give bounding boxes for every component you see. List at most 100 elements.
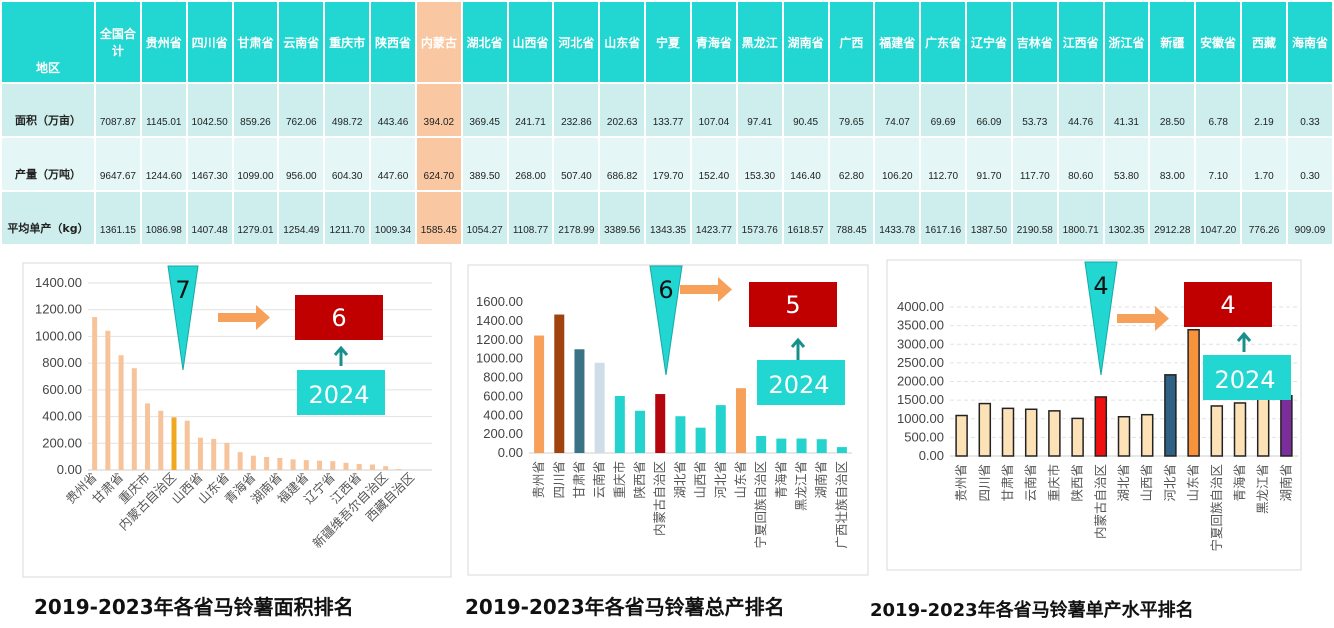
bar <box>250 455 256 470</box>
bar <box>816 439 827 453</box>
table-cell: 788.45 <box>829 192 874 244</box>
y-tick-label: 1400.00 <box>35 275 82 290</box>
table-cell: 1343.35 <box>646 192 690 244</box>
bar <box>1233 402 1247 457</box>
bar <box>369 464 375 470</box>
x-tick-label: 河北省 <box>1162 464 1177 502</box>
bar <box>356 464 362 470</box>
y-tick-label: 800.00 <box>42 355 82 370</box>
x-tick-label: 湖南省 <box>814 461 829 499</box>
table-cell: 686.82 <box>600 138 645 190</box>
bar <box>796 438 807 453</box>
table-cell: 9647.67 <box>96 138 140 190</box>
table-cell: 1042.50 <box>187 84 232 136</box>
table-cell: 146.40 <box>783 138 828 190</box>
column-header: 宁夏 <box>646 2 690 82</box>
table-cell: 447.60 <box>371 138 415 190</box>
x-tick-label: 甘肃省 <box>571 461 586 499</box>
table-cell: 1279.01 <box>233 192 278 244</box>
x-tick-label: 宁夏回族自治区 <box>753 461 768 549</box>
column-header: 广西 <box>829 2 874 82</box>
table-cell: 1302.35 <box>1104 192 1149 244</box>
column-header: 浙江省 <box>1104 2 1149 82</box>
yield-ranking-chart: 0.00 500.00 1000.00 1500.00 2000.00 2500.00 30… <box>886 259 1302 571</box>
table-cell: 762.06 <box>279 84 324 136</box>
y-tick-label: 400.00 <box>42 409 82 424</box>
rank-2024: 4 <box>1220 291 1235 319</box>
year-box <box>1203 355 1291 400</box>
bar <box>594 362 605 453</box>
bar <box>1280 394 1293 457</box>
table-cell: 53.73 <box>1012 84 1057 136</box>
column-header: 青海省 <box>691 2 736 82</box>
y-tick-label: 3000.00 <box>897 336 944 351</box>
chart-svg: 0.00 200.00 400.00 600.00 800.00 1000.00 1200.… <box>467 264 869 576</box>
bar <box>105 330 111 470</box>
bar <box>92 317 98 470</box>
bar <box>614 395 625 453</box>
data-table: 地区 全国合计 贵州省 四川省 甘肃省 云南省 重庆市 陕西省 内蒙古 湖北省 山西省 河北省 山东省宁… <box>0 0 1334 246</box>
table-cell: 956.00 <box>279 138 324 190</box>
up-arrow-head <box>790 337 806 348</box>
bar <box>171 417 177 470</box>
rank-2019-2023: 7 <box>175 276 190 304</box>
right-arrow-icon <box>1117 306 1169 331</box>
table-cell: 66.09 <box>967 84 1011 136</box>
x-tick-label: 云南省 <box>1023 464 1038 502</box>
table-cell: 1211.70 <box>325 192 370 244</box>
row-label: 平均单产（kg） <box>2 192 94 244</box>
column-header: 重庆市 <box>325 2 370 82</box>
year-box <box>757 360 845 405</box>
column-header: 新疆 <box>1150 2 1195 82</box>
y-tick-label: 0.00 <box>919 448 944 463</box>
bar <box>237 452 243 470</box>
table-cell: 62.80 <box>829 138 874 190</box>
column-header: 云南省 <box>279 2 324 82</box>
x-tick-label: 四川省 <box>977 464 992 502</box>
column-header: 福建省 <box>875 2 920 82</box>
table-cell: 1054.27 <box>462 192 507 244</box>
y-tick-label: 1000.00 <box>35 328 82 343</box>
column-header: 全国合计 <box>96 2 140 82</box>
chart-title-area: 2019-2023年各省马铃薯面积排名 <box>34 595 354 619</box>
chart-title-yield: 2019-2023年各省马铃薯单产水平排名 <box>870 600 1194 621</box>
table-cell: 97.41 <box>737 84 782 136</box>
x-tick-label: 山东省 <box>733 461 748 499</box>
table-cell: 443.46 <box>371 84 415 136</box>
y-tick-label: 200.00 <box>483 426 523 441</box>
bar <box>1210 405 1224 457</box>
table-cell: 1145.01 <box>141 84 186 136</box>
column-header: 辽宁省 <box>967 2 1011 82</box>
column-header: 贵州省 <box>141 2 186 82</box>
x-tick-label: 湖北省 <box>1116 464 1131 502</box>
rank-2024-box <box>1184 282 1272 327</box>
bar <box>675 416 686 453</box>
x-tick-label: 内蒙古自治区 <box>652 461 667 536</box>
bar <box>1024 408 1038 457</box>
bar <box>1117 415 1131 457</box>
x-tick-label: 青海省 <box>773 461 788 499</box>
bar <box>978 402 992 457</box>
x-tick-label: 甘肃省 <box>1000 464 1015 502</box>
bar <box>396 469 402 470</box>
x-tick-label: 山西省 <box>1139 464 1154 502</box>
column-header: 四川省 <box>187 2 232 82</box>
y-tick-label: 2500.00 <box>897 355 944 370</box>
table-cell: 6.78 <box>1196 84 1241 136</box>
table-cell: 83.00 <box>1150 138 1195 190</box>
y-tick-label: 1000.00 <box>476 351 523 366</box>
right-arrow-icon <box>680 277 732 302</box>
rank-triangle-marker <box>649 265 683 376</box>
table-cell: 389.50 <box>462 138 507 190</box>
table-cell: 107.04 <box>691 84 736 136</box>
rank-2024-box <box>749 282 837 327</box>
bar <box>955 414 968 457</box>
table-row: 平均单产（kg） 1361.15 1086.98 1407.48 1279.01 1254… <box>2 192 1332 244</box>
table-cell: 1099.00 <box>233 138 278 190</box>
column-header: 西藏 <box>1242 2 1286 82</box>
column-header: 甘肃省 <box>233 2 278 82</box>
y-tick-label: 500.00 <box>904 429 944 444</box>
bar <box>554 314 565 453</box>
bar <box>277 457 283 470</box>
y-tick-label: 2000.00 <box>897 374 944 389</box>
